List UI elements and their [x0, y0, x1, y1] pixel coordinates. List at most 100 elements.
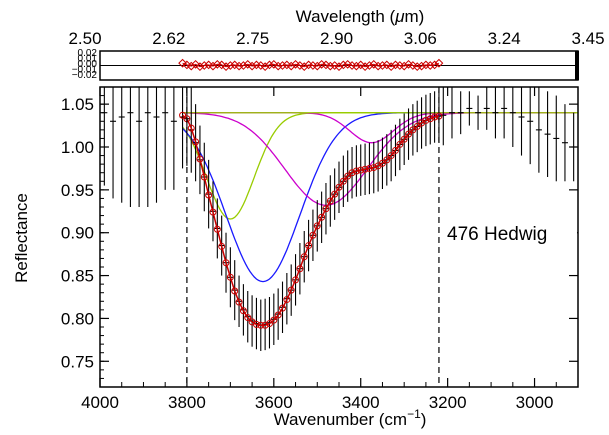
y-tick-labels: 0.75 0.80 0.85 0.90 0.95 1.00 1.05 — [61, 95, 94, 371]
fit-point — [331, 190, 339, 198]
residual-point — [434, 58, 444, 68]
fit-point — [235, 298, 243, 306]
residual-point — [369, 59, 379, 69]
fit-point — [261, 321, 269, 329]
residual-point — [208, 61, 218, 71]
fit-point — [352, 167, 360, 175]
fit-point — [296, 265, 304, 273]
residual-tick-label: 0.00 — [78, 59, 98, 70]
y-tick-label: 0.75 — [61, 352, 94, 371]
fit-line — [182, 114, 440, 327]
y-axis-label: Reflectance — [12, 193, 31, 283]
fit-point — [179, 111, 187, 119]
fit-point — [400, 135, 408, 143]
fit-point — [431, 113, 439, 121]
fit-point — [387, 152, 395, 160]
fit-point — [187, 124, 195, 132]
fit-point — [370, 164, 378, 172]
top-tick-label: 3.24 — [488, 29, 521, 48]
top-tick-label: 3.45 — [571, 29, 604, 48]
x-axis-label: Wavenumber (cm−1) — [274, 407, 427, 429]
residual-point — [178, 58, 187, 68]
fit-point — [265, 320, 273, 328]
fit-point — [335, 183, 343, 191]
fit-point — [326, 197, 334, 205]
fit-point — [361, 165, 369, 173]
residual-tick-label: −0.01 — [72, 65, 98, 76]
residual-point — [382, 60, 392, 70]
gaussian-component — [182, 112, 576, 206]
gaussian-component — [182, 112, 576, 144]
fit-point — [413, 122, 421, 130]
fit-point — [192, 138, 200, 146]
gaussian-components — [182, 112, 578, 283]
fit-point — [391, 146, 399, 154]
residual-point — [243, 59, 253, 69]
fit-point — [292, 276, 300, 284]
fit-point — [365, 164, 373, 172]
gaussian-component — [182, 112, 576, 283]
y-tick-label: 0.95 — [61, 181, 94, 200]
fit-point — [244, 314, 252, 322]
fit-point — [222, 259, 230, 267]
band-limits — [186, 87, 440, 387]
x-tick-label: 3400 — [342, 393, 380, 412]
residual-point — [386, 62, 396, 72]
x-tick-label: 4000 — [81, 393, 119, 412]
residual-tick-label: 0.01 — [78, 54, 98, 65]
fit-point — [309, 231, 317, 239]
fit-point — [209, 208, 217, 216]
fit-point — [313, 222, 321, 230]
object-label-background — [445, 218, 577, 246]
fit-point — [279, 304, 287, 312]
fit-point — [226, 273, 234, 281]
residual-point — [334, 62, 344, 72]
residual-tick-label: 0.02 — [78, 48, 98, 59]
residual-point — [286, 61, 296, 71]
fit-point — [274, 311, 282, 319]
object-label: 476 Hedwig — [447, 224, 547, 245]
fit-point — [383, 156, 391, 164]
fit-point — [322, 205, 330, 213]
fit-point — [344, 172, 352, 180]
fit-point — [239, 307, 247, 315]
residual-point — [399, 61, 409, 71]
residual-point — [269, 59, 279, 69]
fit-point — [283, 296, 291, 304]
fit-point — [339, 177, 347, 185]
x-tick-labels: 4000 3800 3600 3400 3200 3000 — [81, 393, 553, 412]
top-axis-label: Wavelength (μm) — [296, 7, 425, 26]
residual-point — [312, 61, 322, 71]
top-tick-label: 2.75 — [236, 29, 269, 48]
fit-point — [396, 140, 404, 148]
fit-point — [196, 155, 204, 163]
x-tick-label: 3000 — [516, 393, 554, 412]
y-tick-label: 1.05 — [61, 95, 94, 114]
fit-point — [357, 166, 365, 174]
fit-point — [318, 213, 326, 221]
x-tick-label: 3800 — [168, 393, 206, 412]
y-tick-label: 0.85 — [61, 267, 94, 286]
residual-tick-label: −0.02 — [72, 70, 98, 81]
residual-series — [178, 58, 444, 72]
fit-point — [300, 253, 308, 261]
fit-series — [179, 111, 443, 329]
top-tick-label: 2.50 — [68, 29, 101, 48]
y-tick-label: 1.00 — [61, 138, 94, 157]
residual-point — [186, 61, 196, 71]
fit-point — [270, 316, 278, 324]
fit-point — [422, 116, 430, 124]
fit-point — [231, 287, 239, 295]
fit-point — [409, 126, 417, 134]
fit-point — [287, 286, 295, 294]
residual-point — [217, 60, 227, 70]
fit-point — [213, 225, 221, 233]
residual-point — [430, 60, 439, 70]
fit-point — [252, 320, 260, 328]
fit-point — [305, 242, 313, 250]
top-tick-labels: 2.50 2.62 2.75 2.90 3.06 3.24 3.45 — [68, 29, 604, 48]
fit-point — [257, 321, 265, 329]
fit-point — [405, 130, 413, 138]
top-tick-label: 3.06 — [404, 29, 437, 48]
